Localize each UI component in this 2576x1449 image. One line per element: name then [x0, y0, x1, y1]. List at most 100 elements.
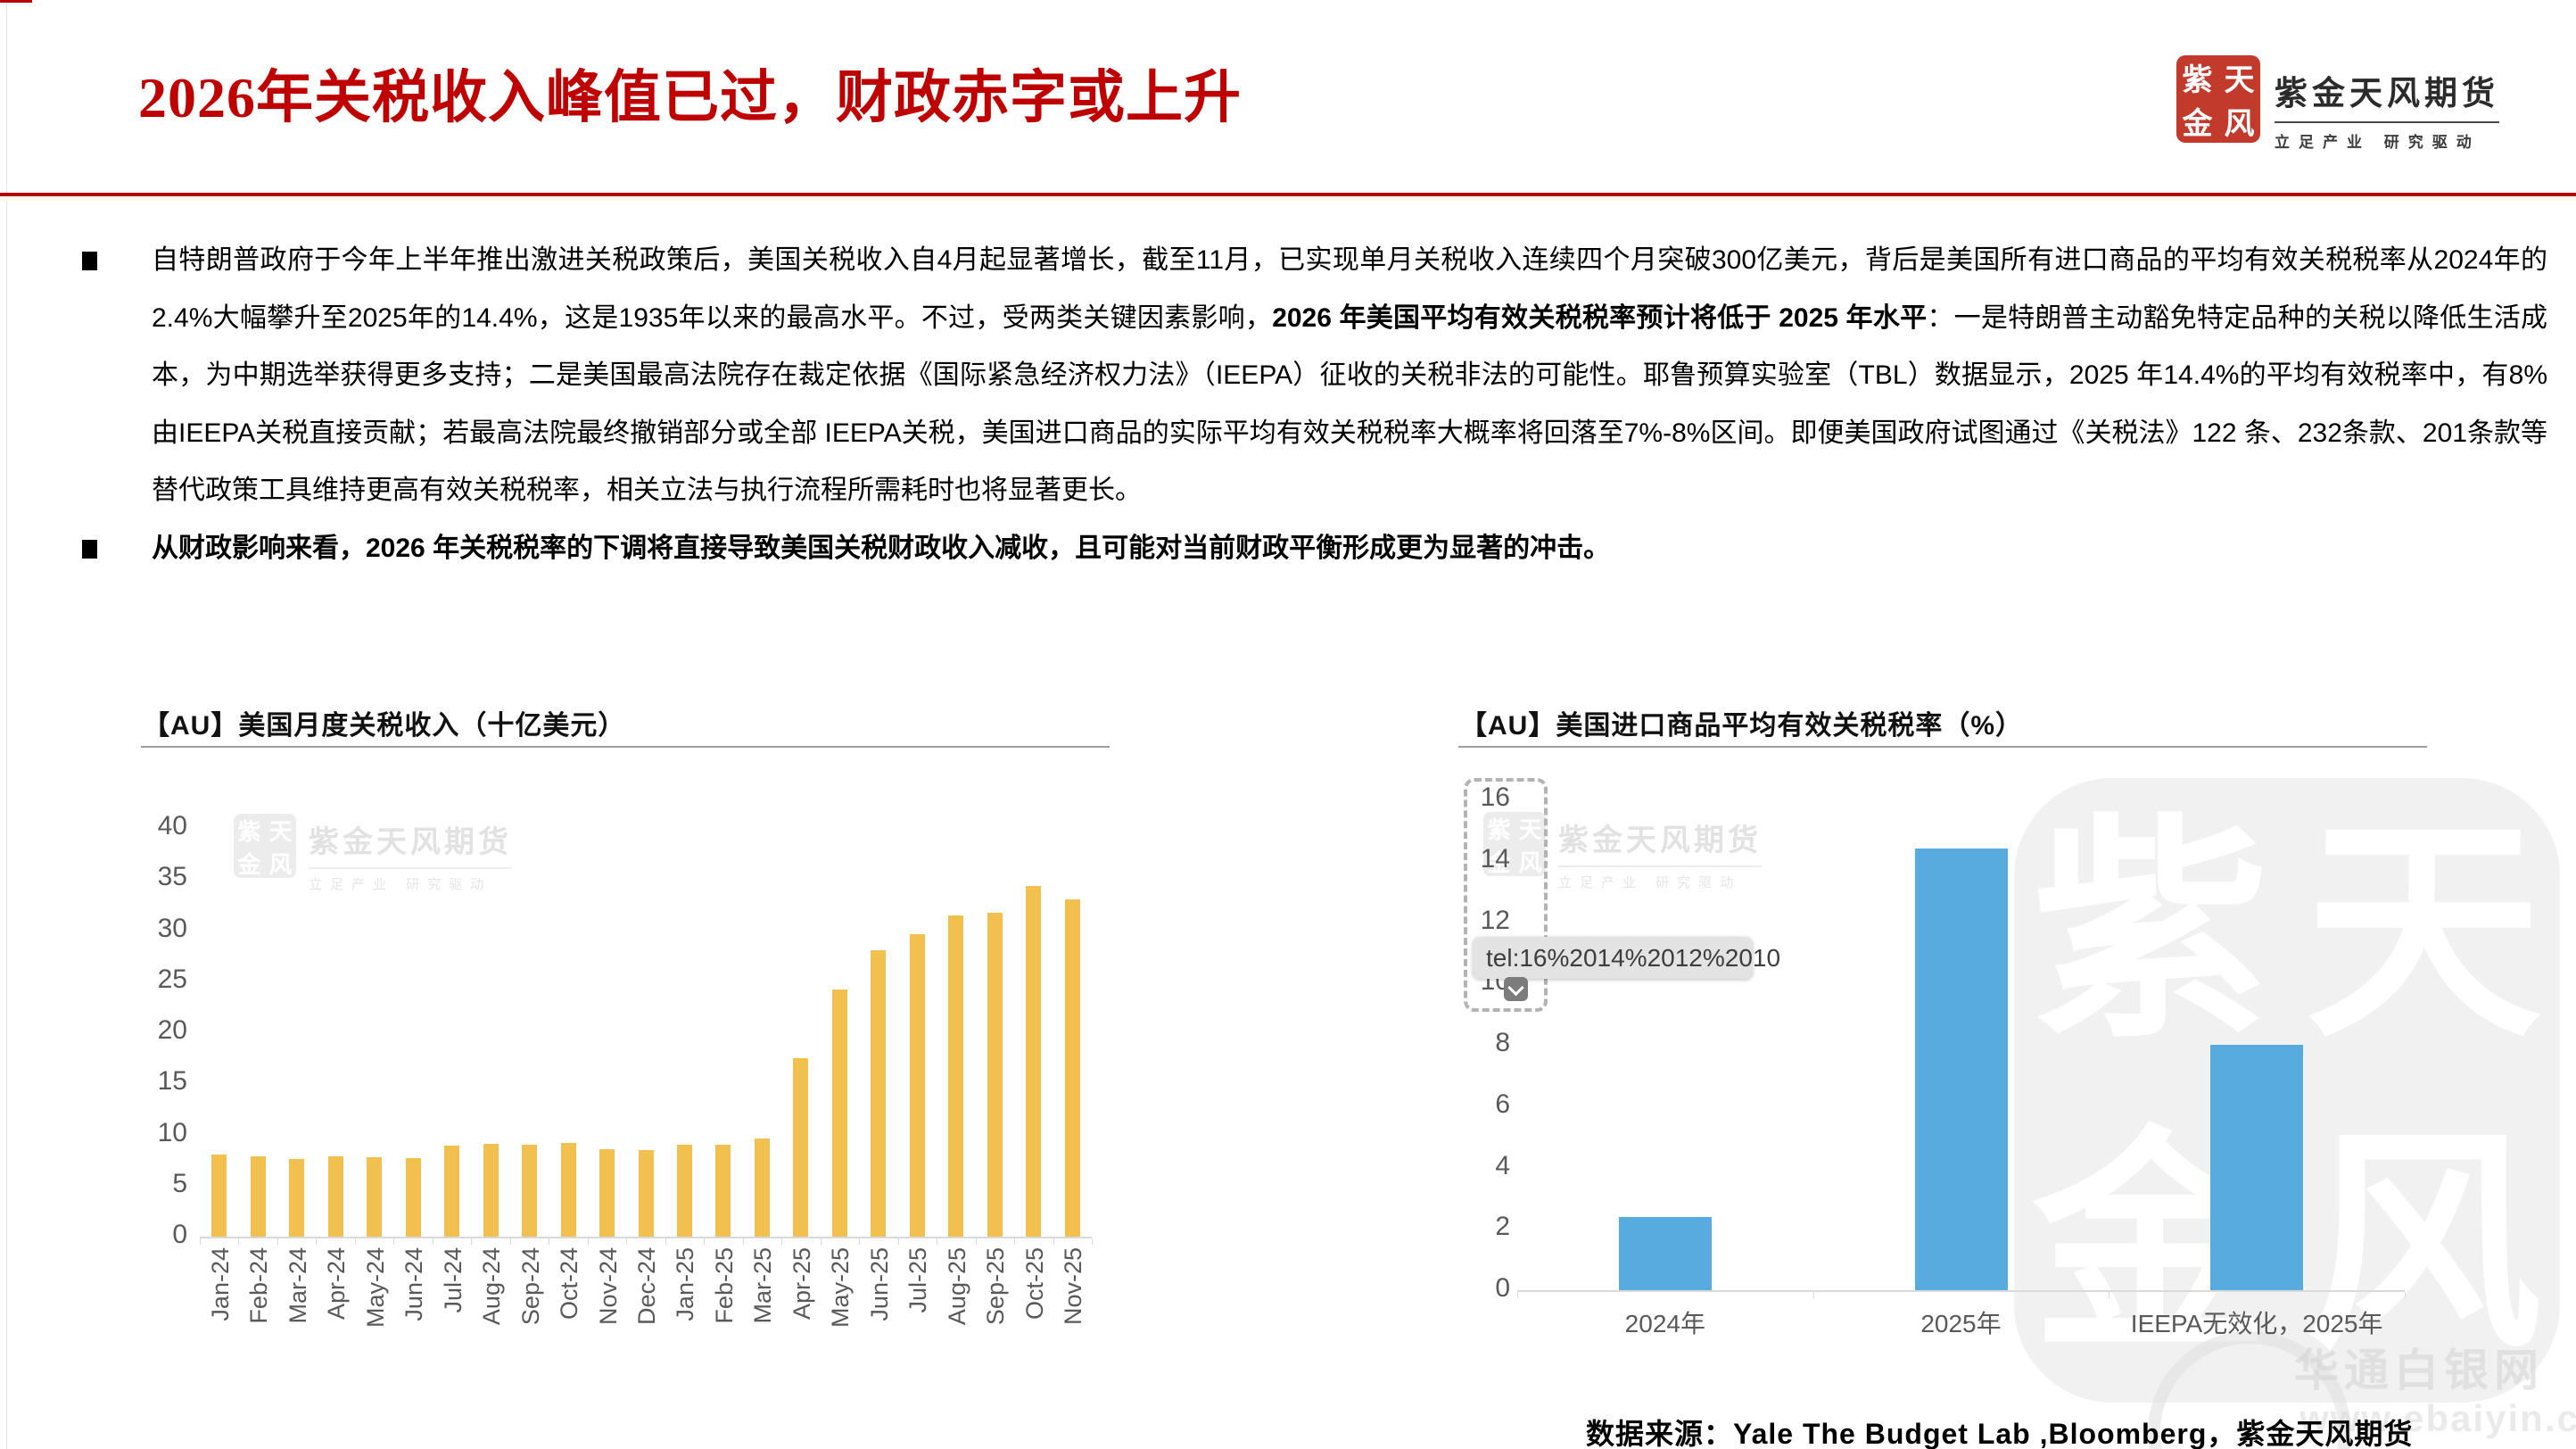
x-axis-tick-label: Apr-25 — [788, 1247, 815, 1321]
brand-logo-text: 紫金天风期货 立足产业 研究驱动 — [2275, 55, 2499, 152]
bullet-text: 自特朗普政府于今年上半年推出激进关税政策后，美国关税收入自4月起显著增长，截至1… — [152, 232, 2547, 520]
bullet-item: 自特朗普政府于今年上半年推出激进关税政策后，美国关税收入自4月起显著增长，截至1… — [82, 232, 2547, 520]
chart-monthly-tariff-revenue: 【AU】美国月度关税收入（十亿美元） 紫天 金风 紫金天风期货 立足产业 研究驱… — [141, 703, 1122, 1408]
bar — [715, 1144, 731, 1237]
site-watermark-name: 华通白银网 — [2294, 1346, 2544, 1395]
x-axis-tick — [200, 1238, 201, 1245]
bar — [522, 1144, 538, 1237]
x-axis-tick-label: Oct-24 — [556, 1247, 583, 1321]
x-axis-tick — [704, 1238, 706, 1245]
x-axis-tick — [1517, 1292, 1518, 1298]
chart-title: 【AU】美国月度关税收入（十亿美元） — [143, 711, 626, 741]
x-axis-tick — [781, 1238, 783, 1245]
y-axis-tick-label: 15 — [157, 1066, 187, 1097]
y-axis-tick-label: 40 — [157, 811, 187, 840]
bar — [250, 1155, 266, 1237]
bar — [211, 1155, 227, 1237]
bar — [560, 1142, 576, 1237]
chart-title: 【AU】美国进口商品平均有效关税税率（%） — [1460, 711, 2024, 741]
bar — [405, 1157, 421, 1237]
x-axis-tick — [2405, 1292, 2406, 1298]
data-source-text: 数据来源：Yale The Budget Lab ,Bloomberg，紫金天风… — [1586, 1418, 2414, 1449]
chart-watermark: 紫天 金风 紫金天风期货 立足产业 研究驱动 — [234, 814, 512, 893]
bar — [987, 913, 1003, 1237]
bar — [871, 950, 887, 1237]
header-divider — [0, 193, 2576, 196]
bar — [754, 1138, 770, 1237]
brand-slogan: 立足产业 研究驱动 — [2275, 134, 2481, 151]
bullet-text: 从财政影响来看，2026 年关税税率的下调将直接导致美国关税财政收入减收，且可能… — [152, 520, 2547, 578]
y-axis-tick-label: 8 — [1495, 1028, 1510, 1057]
y-axis-tick-label: 4 — [1495, 1150, 1510, 1180]
y-axis-tick-label: 20 — [157, 1015, 187, 1045]
x-axis-tick-label: Jan-25 — [672, 1247, 699, 1321]
bar — [367, 1156, 383, 1237]
bar — [909, 934, 925, 1237]
x-axis-tick-label: Mar-25 — [749, 1247, 777, 1324]
x-axis-tick — [626, 1238, 628, 1245]
x-axis-tick — [1014, 1238, 1016, 1245]
x-axis-tick-label: Oct-25 — [1020, 1247, 1048, 1321]
page-edge-line — [6, 0, 7, 1449]
bar — [2210, 1045, 2304, 1290]
chart-effective-tariff-rate: 【AU】美国进口商品平均有效关税税率（%） 紫天 金风 紫金天风期货 立足产业 … — [1458, 703, 2576, 1408]
bar — [327, 1155, 343, 1237]
x-axis-tick — [859, 1238, 861, 1245]
bar — [948, 915, 964, 1237]
watermark-slogan: 立足产业 研究驱动 — [1558, 875, 1742, 890]
y-axis-tick-label: 30 — [157, 913, 187, 943]
seal-char: 紫 — [2182, 64, 2213, 97]
x-axis-tick-label: Sep-24 — [516, 1247, 544, 1326]
bar — [1026, 886, 1042, 1237]
chart-watermark: 紫天 金风 紫金天风期货 立足产业 研究驱动 — [1483, 812, 1762, 891]
watermark-rule — [309, 867, 512, 869]
chart-title-rule — [141, 746, 1110, 748]
x-axis-tick — [2109, 1292, 2110, 1298]
y-axis-tick-label: 35 — [157, 862, 187, 892]
x-axis-tick — [354, 1238, 356, 1245]
seal-char: 风 — [2224, 108, 2255, 141]
watermark-seal-icon: 紫天 金风 — [234, 814, 296, 878]
watermark-slogan: 立足产业 研究驱动 — [309, 877, 492, 892]
chevron-down-icon — [1507, 979, 1524, 997]
top-left-red-accent — [0, 0, 32, 3]
watermark-char: 天 — [2305, 803, 2542, 1065]
watermark-seal-icon: 紫天 金风 — [1483, 812, 1546, 876]
text-segment: 自特朗普政府于今年上半年推出激进关税政策后，美国关税收入自4月起显著增长，截至1… — [152, 245, 2547, 333]
bar — [676, 1144, 692, 1237]
bullet-marker — [82, 520, 152, 578]
data-detector-selection-box — [1464, 778, 1548, 1012]
x-axis-tick-label: Mar-24 — [284, 1247, 311, 1324]
x-axis-tick-label: Jan-24 — [206, 1247, 234, 1321]
x-axis-tick-label: Jul-24 — [439, 1247, 466, 1313]
x-axis-tick — [316, 1238, 318, 1245]
chart-title-rule — [1458, 746, 2427, 748]
bar — [444, 1146, 460, 1237]
x-axis-tick-label: Feb-25 — [710, 1247, 738, 1324]
y-axis-tick-label: 0 — [172, 1220, 187, 1249]
bar — [599, 1148, 615, 1237]
brand-logo: 紫 天 金 风 紫金天风期货 立足产业 研究驱动 — [2176, 55, 2499, 152]
x-axis-tick-label: Jun-24 — [400, 1247, 428, 1321]
site-watermark-url: www.ebaiyin.com — [2299, 1397, 2576, 1439]
x-axis-tick-label: May-24 — [361, 1247, 389, 1329]
x-axis-tick-label: Dec-24 — [633, 1247, 660, 1326]
brand-name: 紫金天风期货 — [2275, 75, 2499, 112]
y-axis-tick-label: 2 — [1495, 1212, 1510, 1242]
x-axis-tick-label: 2025年 — [1920, 1310, 2002, 1337]
y-axis-tick-label: 25 — [157, 964, 187, 994]
text-segment: 从财政影响来看，2026 年关税税率的下调将直接导致美国关税财政收入减收，且可能… — [152, 533, 1611, 563]
x-axis-tick — [897, 1238, 899, 1245]
x-axis-tick — [587, 1238, 589, 1245]
page-title: 2026年关税收入峰值已过，财政赤字或上升 — [138, 66, 1242, 129]
text-segment: 2026 年美国平均有效关税税率预计将低于 2025 年水平 — [1272, 302, 1928, 333]
x-axis-tick — [509, 1238, 511, 1245]
y-axis-tick-label: 14 — [1480, 843, 1510, 874]
bar — [638, 1149, 654, 1237]
watermark-char: 紫 — [2032, 803, 2269, 1065]
x-axis-tick — [471, 1238, 473, 1245]
data-detector-chevron-button[interactable] — [1504, 977, 1528, 1001]
x-axis-tick-label: Nov-24 — [594, 1247, 622, 1326]
x-axis-line — [200, 1237, 1092, 1238]
